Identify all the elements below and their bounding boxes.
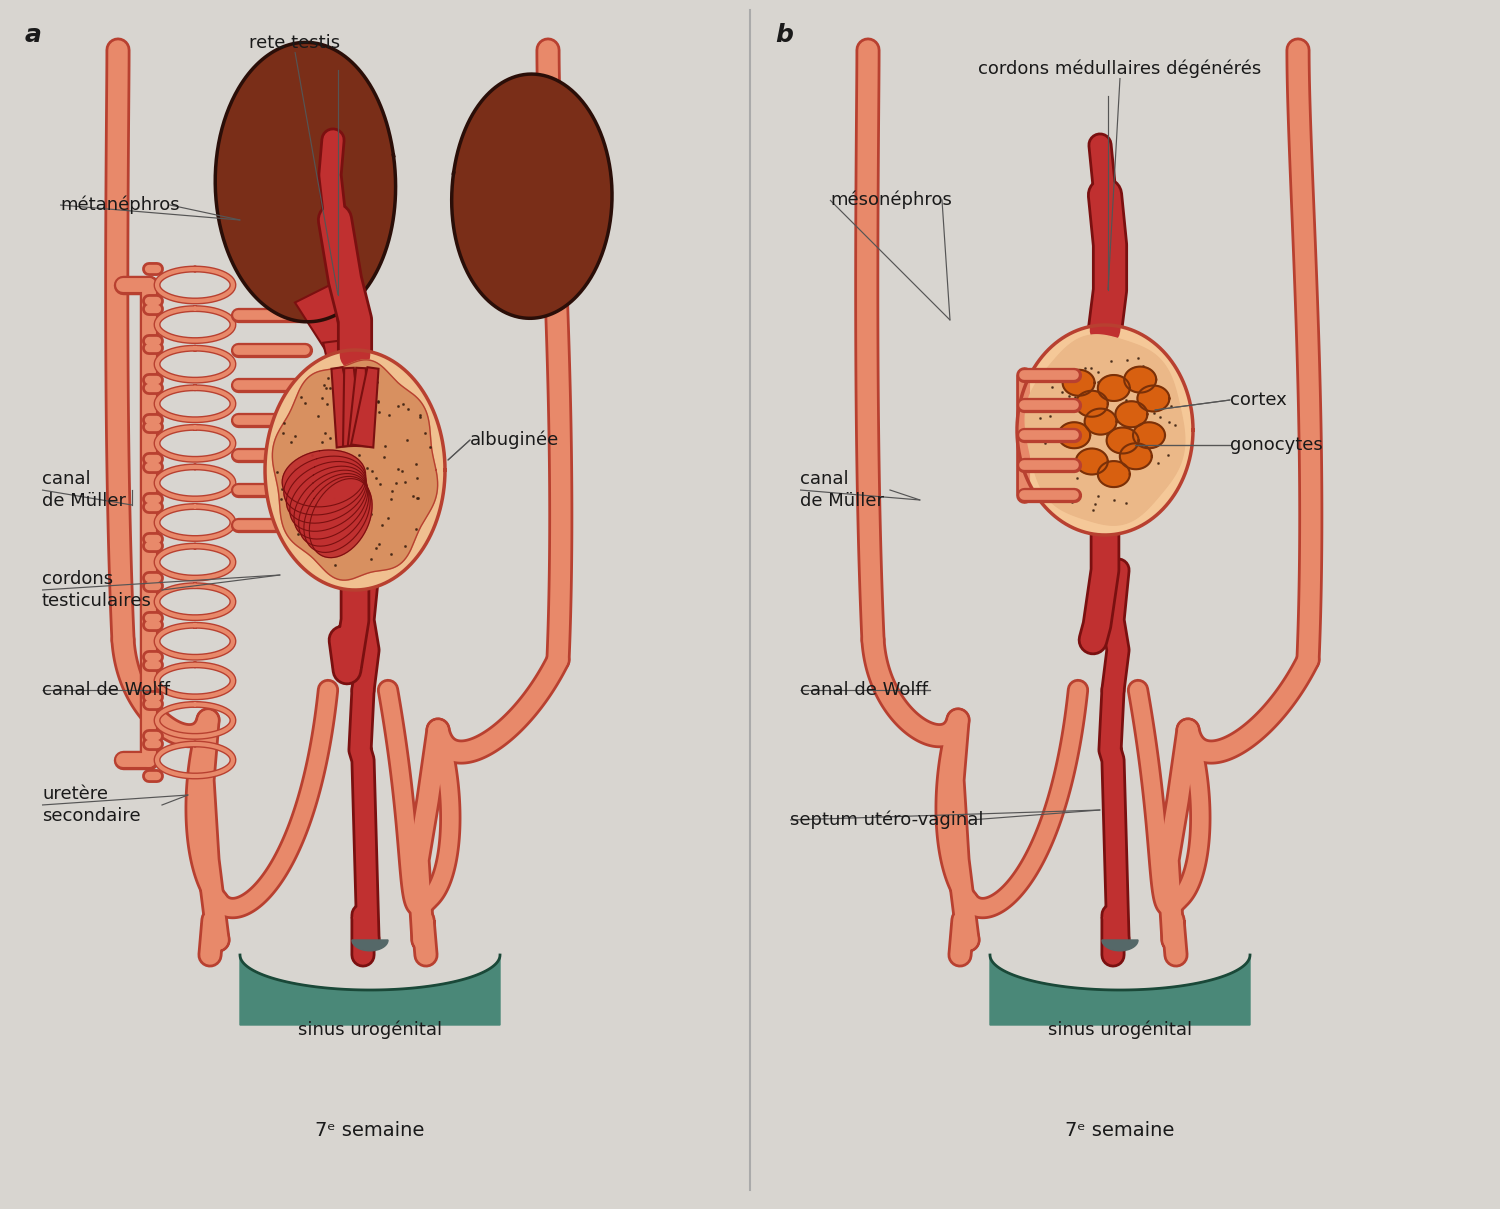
Polygon shape xyxy=(1137,386,1170,411)
Polygon shape xyxy=(344,368,362,446)
Text: canal de Wolff: canal de Wolff xyxy=(42,681,170,699)
Polygon shape xyxy=(304,476,370,553)
Polygon shape xyxy=(266,349,446,590)
Polygon shape xyxy=(352,941,388,950)
Text: a: a xyxy=(26,23,42,47)
Polygon shape xyxy=(1132,422,1166,449)
Polygon shape xyxy=(286,462,366,523)
Text: uretère
secondaire: uretère secondaire xyxy=(42,785,141,825)
Polygon shape xyxy=(1120,444,1152,469)
Text: cortex: cortex xyxy=(1230,391,1287,409)
Polygon shape xyxy=(322,337,368,382)
Polygon shape xyxy=(1124,366,1156,393)
Text: sinus urogénital: sinus urogénital xyxy=(298,1020,442,1040)
Text: albuginée: albuginée xyxy=(470,430,560,450)
Polygon shape xyxy=(1017,325,1192,536)
Polygon shape xyxy=(1084,409,1116,434)
Polygon shape xyxy=(1107,428,1138,453)
Text: métanéphros: métanéphros xyxy=(60,196,180,214)
Polygon shape xyxy=(1076,449,1108,474)
Polygon shape xyxy=(1098,375,1130,401)
Text: gonocytes: gonocytes xyxy=(1230,436,1323,455)
Text: rete testis: rete testis xyxy=(249,34,340,52)
Polygon shape xyxy=(1062,370,1095,395)
Polygon shape xyxy=(284,456,366,515)
Polygon shape xyxy=(309,479,372,557)
Polygon shape xyxy=(1024,335,1185,525)
Text: canal
de Müller: canal de Müller xyxy=(42,470,126,510)
Polygon shape xyxy=(1058,422,1090,449)
Polygon shape xyxy=(1076,391,1108,417)
Text: canal de Wolff: canal de Wolff xyxy=(800,681,928,699)
Polygon shape xyxy=(1116,401,1148,427)
Polygon shape xyxy=(273,360,438,580)
Polygon shape xyxy=(351,368,378,447)
Text: cordons
testiculaires: cordons testiculaires xyxy=(42,569,152,611)
Polygon shape xyxy=(214,42,396,322)
Polygon shape xyxy=(452,74,612,318)
Polygon shape xyxy=(298,474,369,546)
Text: sinus urogénital: sinus urogénital xyxy=(1048,1020,1192,1040)
Text: 7ᵉ semaine: 7ᵉ semaine xyxy=(315,1121,424,1140)
Polygon shape xyxy=(348,368,368,446)
Text: 7ᵉ semaine: 7ᵉ semaine xyxy=(1065,1121,1174,1140)
Polygon shape xyxy=(1102,941,1138,950)
Text: canal
de Müller: canal de Müller xyxy=(800,470,883,510)
Polygon shape xyxy=(296,278,364,349)
Text: b: b xyxy=(776,23,794,47)
Text: mésonéphros: mésonéphros xyxy=(830,191,952,209)
Polygon shape xyxy=(332,368,358,447)
Polygon shape xyxy=(240,955,500,1025)
Polygon shape xyxy=(1098,461,1130,487)
Text: septum utéro-vaginal: septum utéro-vaginal xyxy=(790,811,984,829)
Polygon shape xyxy=(290,467,368,531)
Text: cordons médullaires dégénérés: cordons médullaires dégénérés xyxy=(978,59,1262,79)
Polygon shape xyxy=(990,955,1250,1025)
Polygon shape xyxy=(294,470,368,539)
Polygon shape xyxy=(282,450,366,507)
